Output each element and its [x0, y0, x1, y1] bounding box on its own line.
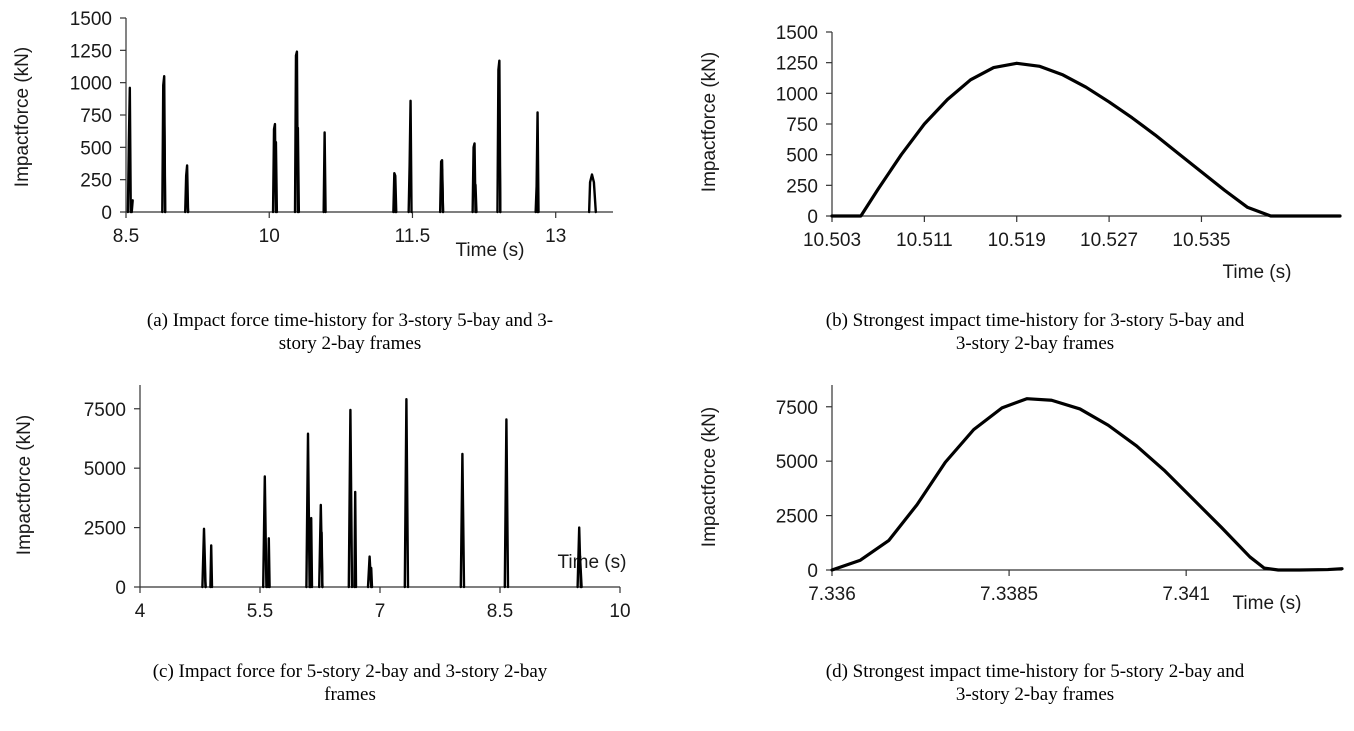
- panel-a: 0 250 500 750 1000 1250 1500 8.5 10 11.5 13 Time (s…: [0, 0, 677, 285]
- series-line: [392, 171, 398, 214]
- x-tick-label: 10.535: [1172, 230, 1230, 251]
- x-tick-label: 10.503: [803, 230, 861, 251]
- y-tick-label: 500: [786, 146, 818, 167]
- caption-b: (b) Strongest impact time-history for 3-…: [825, 310, 1245, 354]
- series-line: [274, 140, 279, 214]
- y-axis-label: Impactforce (kN): [12, 47, 33, 187]
- panel-d: 0 2500 5000 7500 7.336 7.3385 7.341 Time (s) Imp…: [677, 365, 1354, 635]
- series-line: [403, 398, 410, 589]
- x-tick-label: 5.5: [247, 601, 273, 622]
- y-tick-label: 1250: [776, 54, 818, 75]
- series-line: [471, 142, 477, 214]
- caption-a: (a) Impact force time-history for 3-stor…: [146, 310, 554, 354]
- series-line: [305, 432, 311, 589]
- x-tick-label: 10.519: [988, 230, 1046, 251]
- x-tick-label: 10: [609, 601, 630, 622]
- x-axis-label: Time (s): [1233, 593, 1302, 614]
- y-tick-label: 2500: [776, 507, 818, 528]
- y-tick-label: 0: [807, 207, 818, 228]
- series-line: [498, 126, 502, 214]
- y-tick-label: 500: [80, 138, 112, 159]
- series-line: [535, 199, 539, 214]
- series-line: [587, 173, 598, 214]
- y-tick-label: 0: [101, 203, 112, 224]
- y-tick-label: 7500: [84, 400, 126, 421]
- y-tick-label: 750: [786, 115, 818, 136]
- chart-b: 0 250 500 750 1000 1250 1500 10.503 10.511 10.519…: [699, 23, 1342, 283]
- series-line: [185, 195, 190, 214]
- y-tick-label: 5000: [84, 459, 126, 480]
- caption-c: (c) Impact force for 5-story 2-bay and 3…: [152, 661, 548, 705]
- y-axis-label: Impactforce (kN): [699, 407, 720, 547]
- y-tick-label: 5000: [776, 452, 818, 473]
- x-tick-label: 13: [545, 226, 566, 247]
- series-line: [578, 554, 583, 589]
- series-line: [393, 196, 397, 214]
- series-line: [474, 183, 478, 214]
- y-tick-label: 7500: [776, 398, 818, 419]
- y-tick-label: 0: [807, 561, 818, 582]
- y-tick-label: 1250: [70, 41, 112, 62]
- x-tick-label: 10.527: [1080, 230, 1138, 251]
- panel-b: 0 250 500 750 1000 1250 1500 10.503 10.511 10.519…: [677, 0, 1354, 290]
- series-line: [407, 99, 413, 214]
- y-tick-label: 750: [80, 106, 112, 127]
- x-tick-label: 7.336: [808, 584, 856, 605]
- series-line: [503, 418, 510, 589]
- y-tick-label: 250: [786, 176, 818, 197]
- x-tick-label: 7: [375, 601, 386, 622]
- x-tick-label: 4: [135, 601, 146, 622]
- y-tick-label: 1500: [70, 9, 112, 30]
- chart-a: 0 250 500 750 1000 1250 1500 8.5 10 11.5 13 Time (s…: [12, 9, 613, 261]
- series-line: [183, 164, 190, 214]
- series-line: [320, 531, 324, 589]
- series-line: [209, 544, 214, 589]
- series-line: [309, 516, 314, 589]
- x-tick-label: 10.511: [896, 230, 953, 251]
- caption-d: (d) Strongest impact time-history for 5-…: [825, 661, 1245, 705]
- series-line: [322, 131, 327, 214]
- y-tick-label: 250: [80, 171, 112, 192]
- series-line: [266, 537, 271, 589]
- x-tick-label: 7.341: [1162, 584, 1210, 605]
- y-tick-label: 1500: [776, 23, 818, 44]
- chart-d: 0 2500 5000 7500 7.336 7.3385 7.341 Time (s) Imp…: [699, 385, 1344, 614]
- y-tick-label: 2500: [84, 519, 126, 540]
- series-line: [130, 199, 134, 214]
- series-line: [370, 566, 374, 589]
- series-line: [296, 126, 301, 214]
- series-line: [347, 408, 354, 589]
- x-axis-label: Time (s): [1223, 262, 1292, 283]
- chart-c: 0 2500 5000 7500 4 5.5 7 8.5 10 Time (s) Impactfor…: [14, 385, 631, 622]
- series-line: [353, 490, 358, 589]
- x-axis-label: Time (s): [456, 240, 525, 261]
- series-line: [830, 397, 1344, 572]
- x-tick-label: 8.5: [487, 601, 513, 622]
- series-line: [440, 168, 445, 214]
- series-line: [459, 452, 466, 589]
- y-tick-label: 1000: [776, 84, 818, 105]
- x-tick-label: 7.3385: [980, 584, 1038, 605]
- series-line: [262, 475, 268, 589]
- x-tick-label: 11.5: [395, 226, 431, 247]
- series-line: [202, 554, 207, 589]
- series-line: [126, 86, 132, 214]
- x-tick-label: 8.5: [113, 226, 139, 247]
- y-axis-label: Impactforce (kN): [699, 52, 720, 192]
- x-axis-label: Time (s): [558, 552, 627, 573]
- panel-c: 0 2500 5000 7500 4 5.5 7 8.5 10 Time (s) Impactfor…: [0, 365, 677, 635]
- x-tick-label: 10: [259, 226, 280, 247]
- y-tick-label: 1000: [70, 74, 112, 95]
- series-line: [534, 111, 540, 214]
- series-line: [162, 112, 167, 214]
- series-line: [830, 61, 1342, 218]
- y-tick-label: 0: [115, 578, 126, 599]
- y-axis-label: Impactforce (kN): [14, 415, 35, 555]
